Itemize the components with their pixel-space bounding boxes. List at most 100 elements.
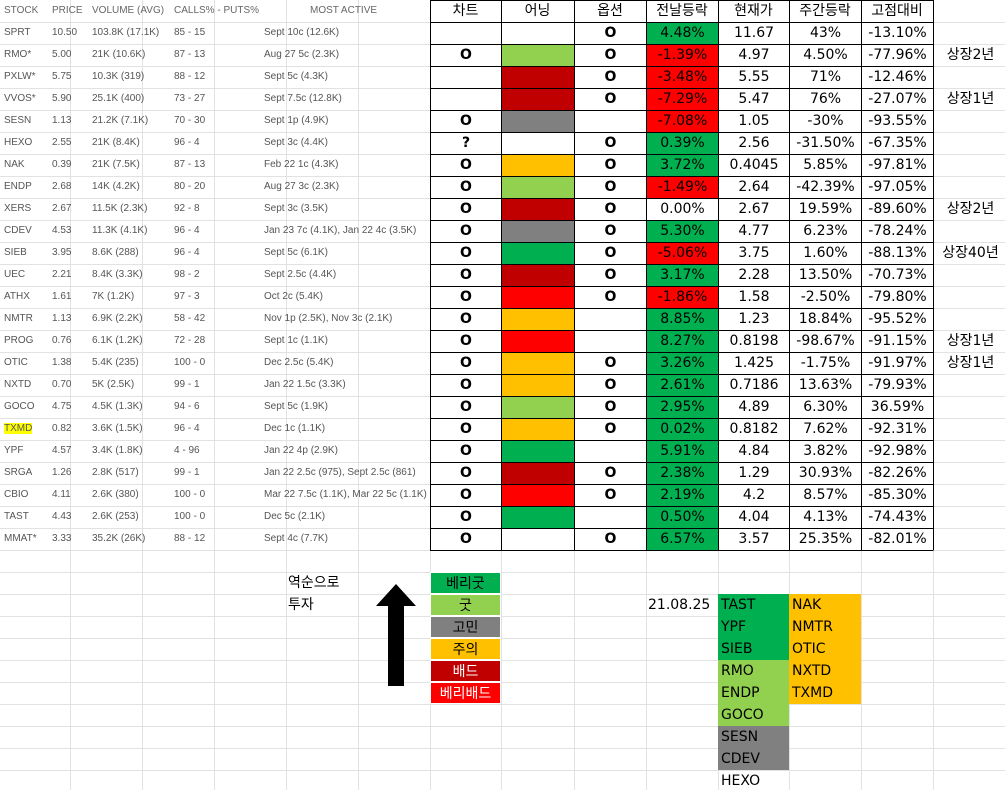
prev-change-cell: 4.48% [647, 23, 718, 44]
from-peak-cell: -93.55% [868, 113, 927, 129]
volume-cell: 14K (4.2K) [92, 181, 140, 192]
stock-cell: TXMD [4, 418, 33, 440]
most-active-cell: Jan 22 4p (2.9K) [264, 445, 338, 456]
price-cell: 5.90 [52, 93, 72, 104]
callsputs-cell: 99 - 1 [174, 467, 200, 478]
stock-cell: UEC [4, 269, 26, 280]
price-cell: 4.11 [52, 489, 71, 500]
volume-cell: 21K (7.5K) [92, 159, 140, 170]
stock-cell: NAK [4, 159, 25, 170]
earning-cell [502, 221, 574, 242]
legend-gomin: 고민 [430, 616, 501, 638]
volume-cell: 6.1K (1.2K) [92, 335, 143, 346]
price-cell: 0.70 [52, 379, 72, 390]
weekly-change-cell: -98.67% [796, 333, 855, 349]
option-cell: O [604, 69, 617, 85]
option-cell: O [604, 47, 617, 63]
price-cell: 4.57 [52, 445, 72, 456]
option-cell: O [604, 531, 617, 547]
chart-cell: O [460, 355, 472, 371]
weekly-change-cell: 6.23% [803, 223, 848, 239]
weekly-change-cell: 13.50% [798, 267, 853, 283]
price-cell: 3.33 [52, 533, 72, 544]
weekly-change-cell: -2.50% [800, 289, 851, 305]
stock-cell: RMO* [4, 49, 32, 60]
weekly-change-cell: 3.82% [803, 443, 848, 459]
price-cell: 1.38 [52, 357, 72, 368]
current-price-cell: 1.05 [738, 113, 770, 129]
current-price-cell: 0.8198 [729, 333, 779, 349]
bucket-ticker: YPF [718, 616, 789, 638]
weekly-change-cell: 1.60% [803, 245, 848, 261]
left-header-0: STOCK [4, 5, 39, 16]
prev-change-cell: 0.00% [660, 201, 705, 217]
most-active-cell: Dec 1c (1.1K) [264, 423, 326, 434]
up-arrow-icon [376, 584, 416, 692]
price-cell: 4.53 [52, 225, 72, 236]
listing-note: 상장1년 [946, 355, 995, 371]
callsputs-cell: 88 - 12 [174, 533, 206, 544]
date-label: 21.08.25 [648, 597, 711, 613]
right-header-chart: 차트 [452, 3, 479, 19]
price-cell: 1.61 [52, 291, 72, 302]
most-active-cell: Sept 7.5c (12.8K) [264, 93, 342, 104]
chart-cell [431, 89, 501, 110]
bucket-ticker: ENDP [718, 682, 789, 704]
prev-change-cell: 5.91% [647, 441, 718, 462]
current-price-cell: 11.67 [733, 25, 775, 41]
earning-cell [502, 529, 574, 550]
prev-change-cell: -3.48% [647, 67, 718, 88]
prev-change-cell: 8.27% [647, 331, 718, 352]
weekly-change-cell: -1.75% [800, 355, 851, 371]
right-header-earning: 어닝 [524, 3, 551, 19]
volume-cell: 2.8K (517) [92, 467, 139, 478]
right-header-week: 주간등락 [799, 3, 851, 19]
chart-cell: O [460, 311, 472, 327]
volume-cell: 8.6K (288) [92, 247, 139, 258]
earning-cell [502, 375, 574, 396]
current-price-cell: 4.97 [738, 47, 770, 63]
chart-cell: O [460, 47, 472, 63]
earning-cell [502, 111, 574, 132]
callsputs-cell: 99 - 1 [174, 379, 200, 390]
bucket-ticker: NXTD [789, 660, 861, 682]
current-price-cell: 2.64 [738, 179, 770, 195]
option-cell: O [604, 157, 617, 173]
option-cell: O [604, 25, 617, 41]
callsputs-cell: 100 - 0 [174, 357, 206, 368]
stock-cell: NXTD [4, 379, 32, 390]
option-cell: O [604, 179, 617, 195]
prev-change-cell: 2.61% [647, 375, 718, 396]
volume-cell: 5K (2.5K) [92, 379, 135, 390]
earning-cell [502, 155, 574, 176]
volume-cell: 11.5K (2.3K) [92, 203, 148, 214]
current-price-cell: 4.84 [738, 443, 770, 459]
option-cell: O [604, 355, 617, 371]
earning-cell [502, 199, 574, 220]
callsputs-cell: 100 - 0 [174, 511, 206, 522]
chart-cell: O [460, 157, 472, 173]
chart-cell [431, 23, 501, 44]
callsputs-cell: 72 - 28 [174, 335, 206, 346]
stock-cell: CDEV [4, 225, 32, 236]
from-peak-cell: -77.96% [868, 47, 927, 63]
from-peak-cell: -91.97% [868, 355, 927, 371]
current-price-cell: 3.75 [738, 245, 770, 261]
prev-change-cell: -7.29% [647, 89, 718, 110]
chart-cell: O [460, 179, 472, 195]
chart-cell: O [460, 245, 472, 261]
current-price-cell: 1.29 [738, 465, 770, 481]
weekly-change-cell: 6.30% [803, 399, 848, 415]
volume-cell: 3.6K (1.5K) [92, 423, 143, 434]
earning-cell [502, 243, 574, 264]
prev-change-cell: 2.19% [647, 485, 718, 506]
prev-change-cell: 6.57% [647, 529, 718, 550]
earning-cell [502, 287, 574, 308]
bucket-ticker: TXMD [789, 682, 861, 704]
current-price-cell: 2.28 [738, 267, 770, 283]
weekly-change-cell: -42.39% [796, 179, 855, 195]
bucket-ticker: SESN [718, 726, 789, 748]
most-active-cell: Sept 3c (3.5K) [264, 203, 328, 214]
callsputs-cell: 98 - 2 [174, 269, 200, 280]
from-peak-cell: -67.35% [868, 135, 927, 151]
